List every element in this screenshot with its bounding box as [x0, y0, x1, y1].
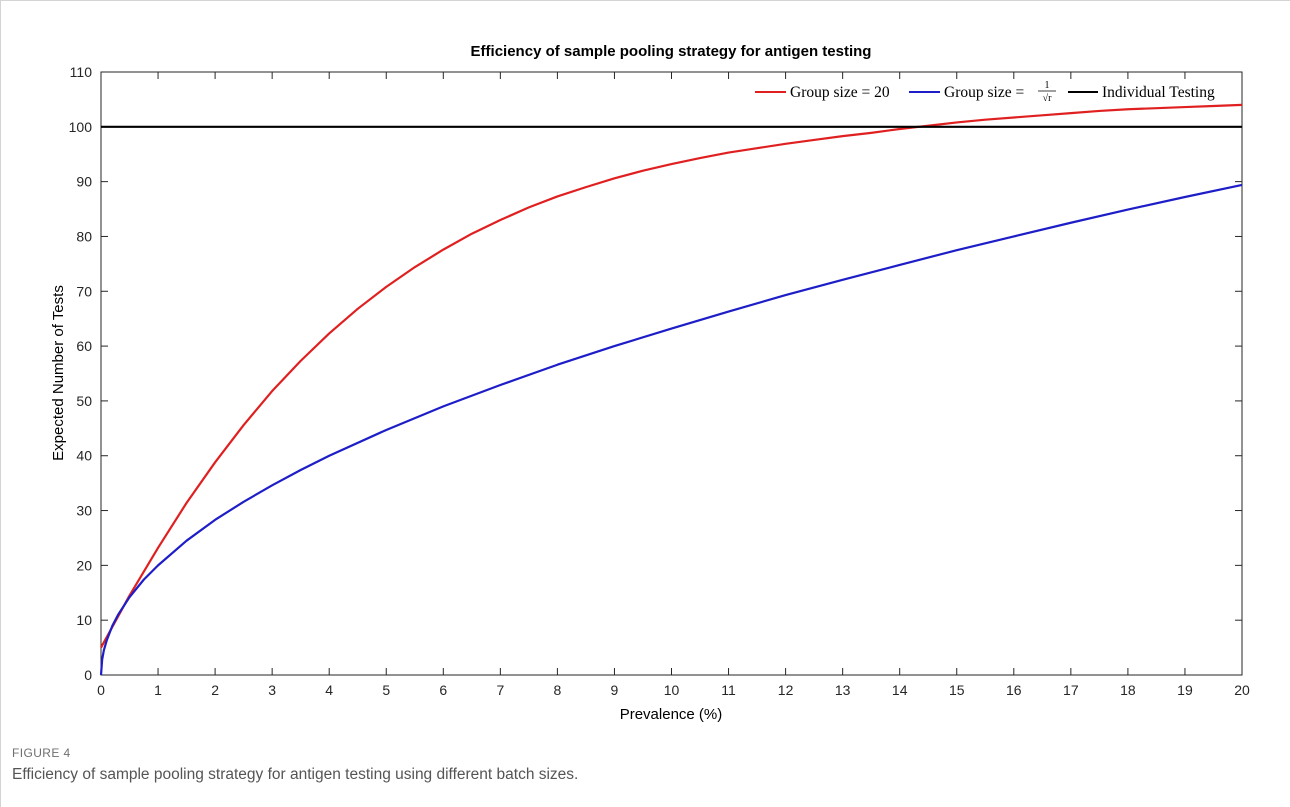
x-tick-label: 2 — [211, 682, 219, 698]
x-tick-label: 0 — [97, 682, 105, 698]
x-tick-label: 17 — [1063, 682, 1079, 698]
x-tick-label: 19 — [1177, 682, 1193, 698]
x-tick-label: 1 — [154, 682, 162, 698]
line-chart: Efficiency of sample pooling strategy fo… — [50, 43, 1250, 723]
x-tick-label: 11 — [721, 682, 736, 698]
x-tick-label: 9 — [611, 682, 619, 698]
x-tick-label: 6 — [439, 682, 447, 698]
x-axis-label: Prevalence (%) — [620, 706, 723, 723]
legend-label-group-size-sqrt: Group size = — [944, 84, 1024, 101]
x-tick-label: 4 — [325, 682, 333, 698]
series-line-group-size-sqrt — [99, 183, 1243, 676]
x-tick-label: 10 — [664, 682, 680, 698]
y-tick-label: 110 — [70, 64, 93, 80]
y-tick-label: 20 — [76, 557, 92, 573]
legend-fraction-denominator: √r — [1043, 93, 1052, 104]
x-axis-ticks: 0 1 2 3 4 5 6 7 8 9 10 11 12 13 14 15 16 17 18 19 20 — [97, 72, 1250, 698]
plot-area — [100, 71, 1243, 676]
y-tick-label: 40 — [76, 448, 92, 464]
legend-fraction-numerator: 1 — [1045, 80, 1050, 91]
series-lines — [99, 103, 1243, 676]
x-tick-label: 14 — [892, 682, 908, 698]
x-tick-label: 20 — [1234, 682, 1250, 698]
y-tick-label: 100 — [69, 119, 93, 135]
series-line-group-size-20 — [100, 103, 1243, 649]
x-tick-label: 3 — [268, 682, 276, 698]
y-tick-label: 90 — [76, 174, 92, 190]
y-axis-ticks: 0 10 20 30 40 50 60 70 80 90 100 110 — [69, 64, 1242, 683]
y-tick-label: 80 — [76, 228, 92, 244]
y-tick-label: 10 — [76, 612, 92, 628]
y-tick-label: 0 — [84, 667, 92, 683]
legend: Group size = 20 Group size = 1 √r Indivi… — [755, 80, 1215, 104]
x-tick-label: 18 — [1120, 682, 1136, 698]
x-tick-label: 8 — [554, 682, 562, 698]
y-tick-label: 70 — [76, 283, 92, 299]
legend-label-group-size-20: Group size = 20 — [790, 84, 890, 101]
chart-title: Efficiency of sample pooling strategy fo… — [471, 43, 872, 60]
y-tick-label: 60 — [76, 338, 92, 354]
x-tick-label: 13 — [835, 682, 851, 698]
y-tick-label: 50 — [76, 393, 92, 409]
legend-label-individual-testing: Individual Testing — [1102, 84, 1215, 101]
figure-caption: Efficiency of sample pooling strategy fo… — [12, 766, 579, 783]
figure-label: FIGURE 4 — [12, 746, 71, 760]
x-tick-label: 12 — [778, 682, 794, 698]
x-tick-label: 5 — [382, 682, 390, 698]
x-tick-label: 15 — [949, 682, 965, 698]
x-tick-label: 16 — [1006, 682, 1022, 698]
y-tick-label: 30 — [76, 503, 92, 519]
x-tick-label: 7 — [496, 682, 504, 698]
y-axis-label: Expected Number of Tests — [50, 285, 67, 461]
